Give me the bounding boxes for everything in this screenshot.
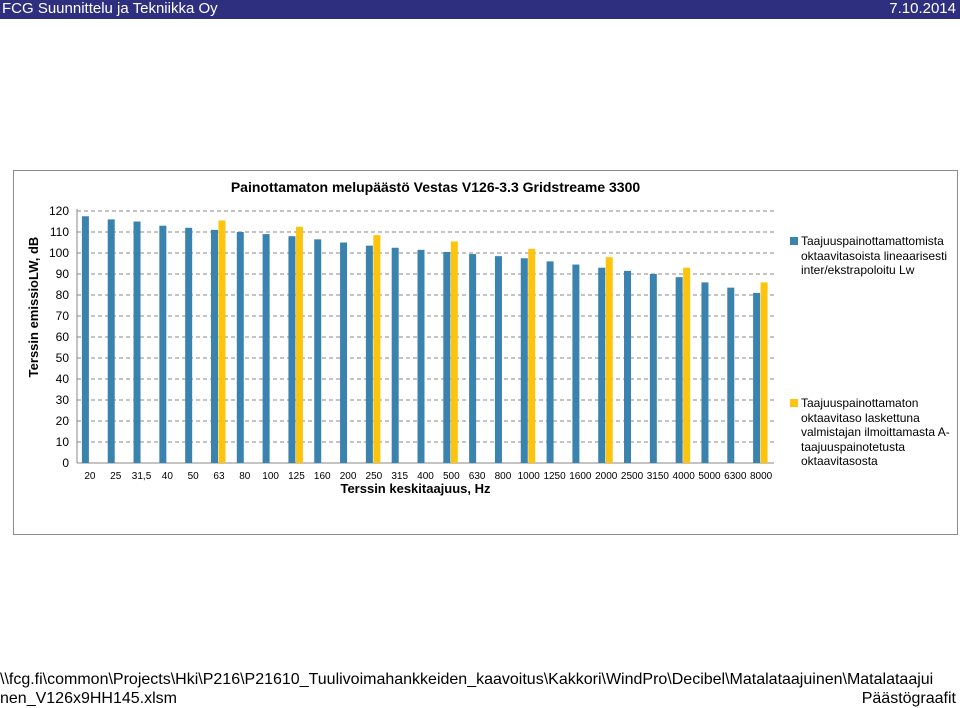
y-tick-label: 60: [56, 330, 70, 344]
y-tick-label: 40: [56, 372, 70, 386]
x-tick-label: 1000: [518, 471, 541, 482]
x-tick-label: 20: [84, 471, 96, 482]
x-tick-label: 1250: [543, 471, 566, 482]
bar-unweighted-lw: [701, 282, 709, 463]
file-path-footer: \\fcg.fi\common\Projects\Hki\P216\P21610…: [0, 670, 958, 708]
bar-unweighted-lw: [469, 254, 477, 463]
bar-unweighted-lw: [314, 239, 322, 463]
bar-octave-level: [528, 248, 536, 463]
bar-unweighted-lw: [81, 216, 89, 463]
bar-unweighted-lw: [727, 287, 735, 463]
x-tick-label: 8000: [750, 471, 773, 482]
report-date: 7.10.2014: [889, 0, 956, 17]
x-tick-label: 160: [314, 471, 331, 482]
report-header: FCG Suunnittelu ja Tekniikka Oy 7.10.201…: [0, 0, 960, 19]
x-tick-label: 800: [495, 471, 512, 482]
x-tick-label: 63: [213, 471, 225, 482]
chart-title: Painottamaton melupäästö Vestas V126-3.3…: [231, 179, 641, 195]
company-name: FCG Suunnittelu ja Tekniikka Oy: [2, 0, 218, 17]
bar-chart: Painottamaton melupäästö Vestas V126-3.3…: [26, 179, 774, 496]
y-tick-label: 50: [56, 351, 70, 365]
bar-octave-level: [295, 226, 303, 463]
legend-label-1: Taajuuspainottamattomista oktaavitasoist…: [801, 234, 948, 277]
y-axis-label: Terssin emissioLW, dB: [26, 237, 41, 378]
bar-unweighted-lw: [107, 219, 115, 463]
bar-unweighted-lw: [649, 274, 657, 463]
y-tick-label: 90: [56, 267, 70, 281]
legend-item-2: Taajuuspainottamaton oktaavitaso laskett…: [790, 396, 960, 469]
x-tick-label: 3150: [647, 471, 670, 482]
x-tick-label: 1600: [569, 471, 592, 482]
y-tick-label: 30: [56, 393, 70, 407]
x-tick-label: 4000: [673, 471, 696, 482]
bar-unweighted-lw: [210, 229, 218, 463]
bar-unweighted-lw: [753, 292, 761, 463]
x-tick-label: 6300: [724, 471, 747, 482]
y-tick-label: 10: [56, 435, 70, 449]
bar-unweighted-lw: [365, 245, 373, 463]
x-tick-label: 40: [162, 471, 174, 482]
file-path-line2: nen_V126x9HH145.xlsm: [0, 690, 177, 707]
bar-unweighted-lw: [520, 258, 528, 463]
bar-unweighted-lw: [443, 251, 451, 463]
bar-unweighted-lw: [288, 236, 296, 463]
bar-unweighted-lw: [159, 225, 167, 463]
bar-unweighted-lw: [675, 277, 683, 463]
bar-unweighted-lw: [546, 261, 554, 463]
x-tick-label: 500: [443, 471, 460, 482]
file-path-line1: \\fcg.fi\common\Projects\Hki\P216\P21610…: [0, 671, 934, 688]
bar-octave-level: [683, 267, 691, 463]
legend-swatch-blue: [790, 237, 798, 245]
x-tick-label: 80: [239, 471, 251, 482]
bar-unweighted-lw: [494, 256, 502, 463]
x-tick-label: 400: [417, 471, 434, 482]
bar-unweighted-lw: [236, 232, 244, 463]
x-tick-label: 50: [188, 471, 200, 482]
y-tick-label: 110: [50, 225, 69, 239]
legend-item-1: Taajuuspainottamattomista oktaavitasoist…: [790, 234, 960, 278]
bar-unweighted-lw: [598, 267, 606, 463]
y-tick-label: 120: [49, 204, 69, 218]
y-tick-label: 0: [62, 456, 69, 470]
bar-octave-level: [218, 220, 226, 463]
x-tick-label: 2500: [621, 471, 644, 482]
x-tick-label: 125: [288, 471, 305, 482]
sheet-name: Päästögraafit: [861, 690, 956, 707]
bar-octave-level: [373, 235, 381, 463]
x-tick-label: 315: [391, 471, 408, 482]
bar-octave-level: [760, 282, 768, 463]
bar-unweighted-lw: [624, 270, 632, 463]
x-tick-label: 25: [110, 471, 122, 482]
y-tick-label: 100: [49, 246, 69, 260]
x-tick-label: 100: [262, 471, 279, 482]
bar-unweighted-lw: [417, 249, 425, 463]
y-tick-label: 20: [56, 414, 70, 428]
bar-unweighted-lw: [572, 264, 580, 463]
bar-unweighted-lw: [133, 221, 141, 463]
chart-area: Painottamaton melupäästö Vestas V126-3.3…: [13, 170, 958, 535]
x-tick-label: 5000: [698, 471, 721, 482]
legend-label-2: Taajuuspainottamaton oktaavitaso laskett…: [801, 396, 950, 468]
bar-unweighted-lw: [262, 234, 270, 463]
x-tick-label: 200: [340, 471, 357, 482]
bar-unweighted-lw: [340, 242, 348, 463]
bar-octave-level: [450, 241, 458, 463]
bar-unweighted-lw: [185, 227, 193, 463]
x-tick-label: 630: [469, 471, 486, 482]
x-tick-label: 250: [366, 471, 383, 482]
y-tick-label: 80: [56, 288, 70, 302]
legend-swatch-yellow: [790, 399, 798, 407]
y-tick-label: 70: [56, 309, 70, 323]
x-tick-label: 31,5: [132, 471, 152, 482]
x-tick-label: 2000: [595, 471, 618, 482]
x-axis-label: Terssin keskitaajuus, Hz: [340, 481, 491, 496]
bar-unweighted-lw: [391, 247, 399, 463]
bar-octave-level: [605, 257, 613, 463]
